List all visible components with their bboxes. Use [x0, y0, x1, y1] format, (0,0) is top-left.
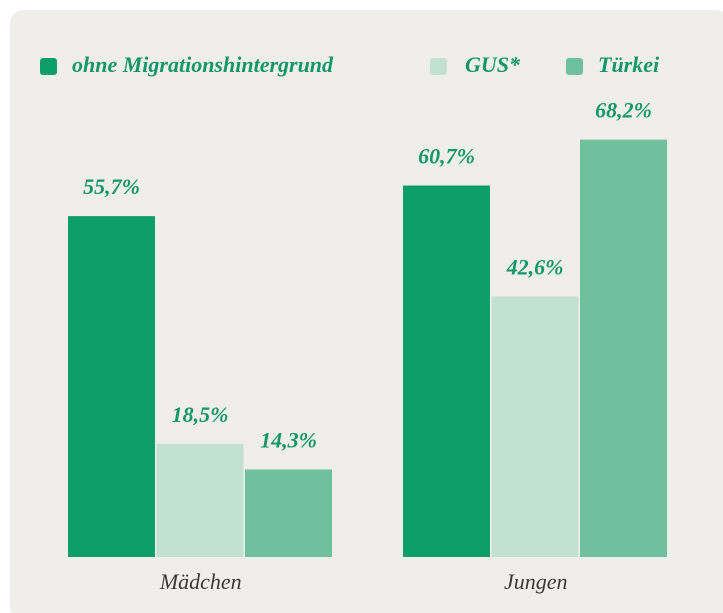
value-label: 68,2% — [595, 98, 652, 123]
category-label: Jungen — [504, 569, 568, 594]
legend-label: ohne Migrationshintergrund — [72, 52, 334, 77]
value-label: 60,7% — [418, 144, 475, 169]
legend-swatch — [430, 58, 447, 75]
value-label: 42,6% — [506, 254, 564, 279]
bar — [403, 185, 490, 558]
legend-swatch — [566, 58, 583, 75]
bar — [245, 469, 332, 557]
legend-label: Türkei — [598, 52, 660, 77]
bar — [580, 139, 667, 557]
legend-swatch — [40, 58, 57, 75]
value-label: 14,3% — [260, 428, 317, 453]
category-label: Mädchen — [159, 569, 242, 594]
bar — [156, 443, 244, 557]
value-label: 55,7% — [83, 174, 140, 199]
value-label: 18,5% — [172, 402, 229, 427]
legend-label: GUS* — [465, 52, 521, 77]
bar — [491, 296, 579, 557]
bar — [68, 216, 155, 557]
